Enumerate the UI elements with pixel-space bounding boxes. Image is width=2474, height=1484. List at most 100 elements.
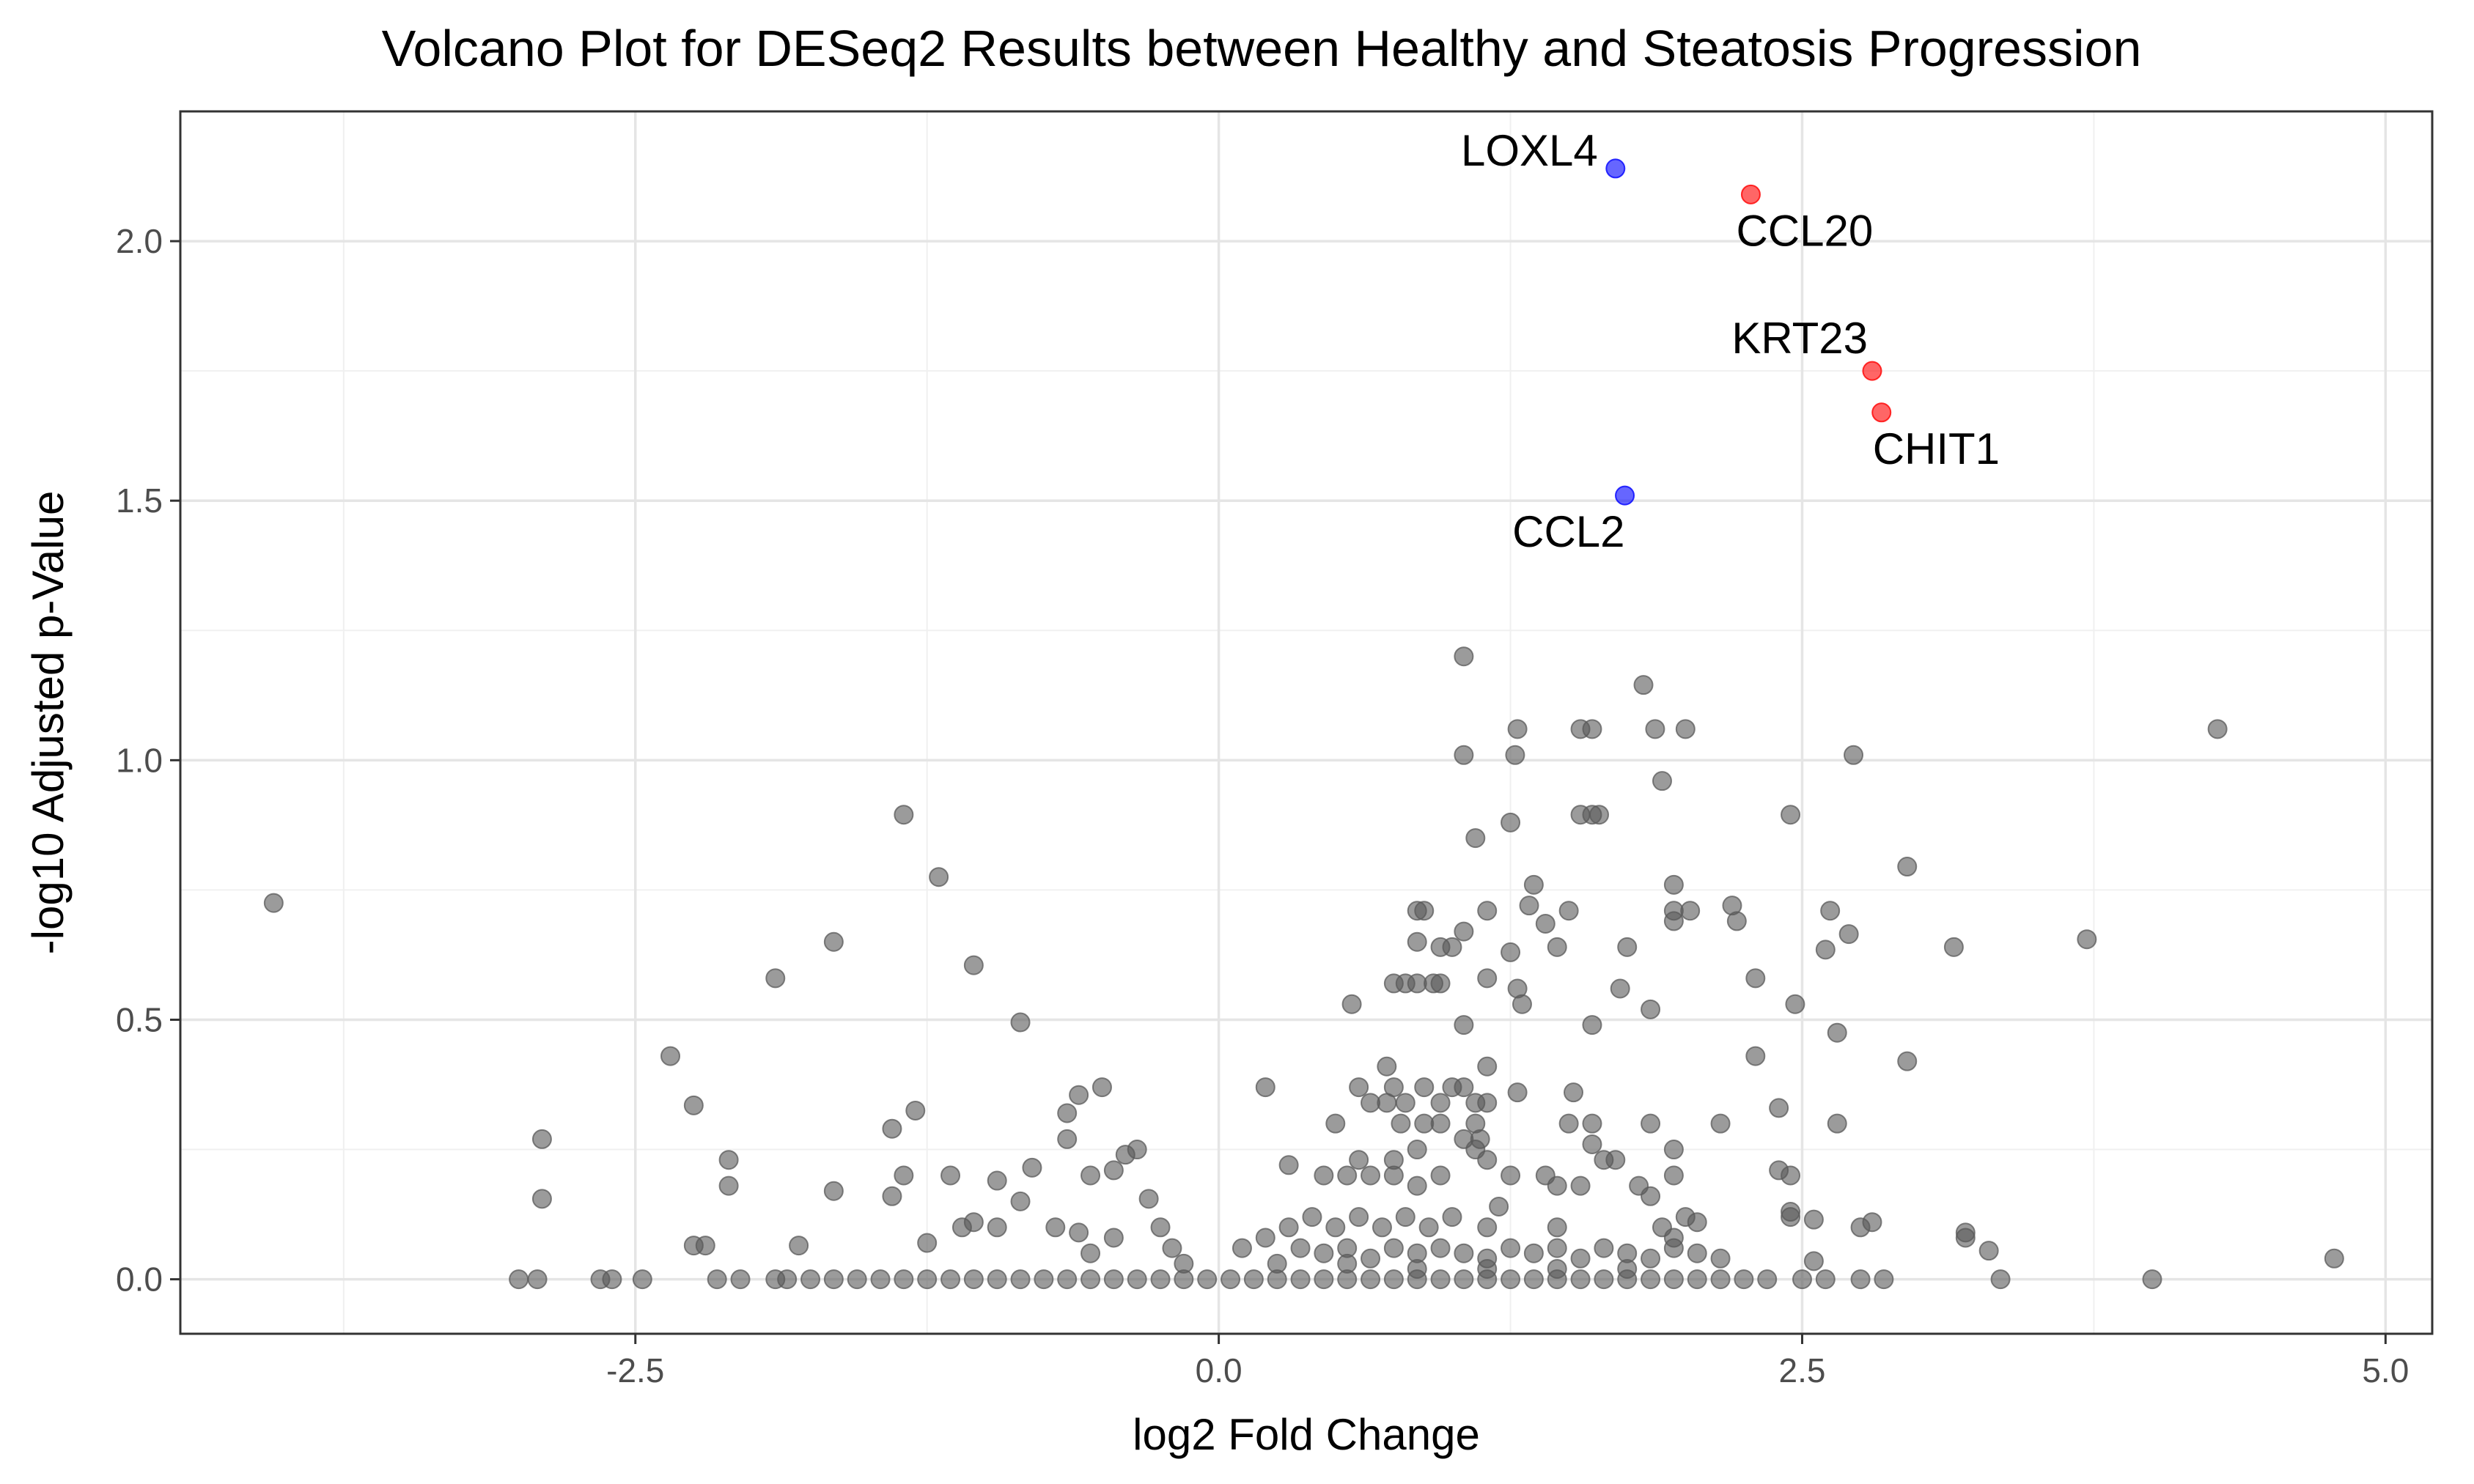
data-point	[1501, 1238, 1521, 1258]
data-point	[1069, 1085, 1089, 1105]
data-point	[1407, 1258, 1427, 1279]
plot-panel-border	[179, 110, 2434, 1335]
highlighted-point-ccl20	[1740, 184, 1761, 204]
data-point	[1663, 1269, 1684, 1290]
data-point	[1314, 1269, 1334, 1290]
data-point	[1361, 1269, 1381, 1290]
data-point	[987, 1170, 1007, 1191]
data-point	[683, 1095, 704, 1115]
data-point	[1641, 1248, 1661, 1269]
data-point	[1757, 1269, 1778, 1290]
data-point	[1570, 1248, 1591, 1269]
data-point	[1057, 1103, 1078, 1123]
data-point	[1391, 1113, 1411, 1134]
data-point	[905, 1100, 926, 1121]
data-point	[1045, 1217, 1066, 1238]
data-point	[963, 1269, 984, 1290]
data-point	[1594, 1269, 1614, 1290]
data-point	[1325, 1217, 1346, 1238]
data-point	[1523, 1243, 1544, 1263]
data-point	[1407, 931, 1427, 952]
data-point	[1034, 1269, 1054, 1290]
data-point	[2207, 719, 2228, 739]
x-axis-title: log2 Fold Change	[1133, 1410, 1480, 1459]
y-tick-label: 2.0	[116, 222, 163, 260]
data-point	[1844, 745, 1864, 765]
data-point	[1454, 921, 1474, 942]
data-point	[1278, 1155, 1299, 1175]
data-point	[1519, 896, 1539, 916]
data-point	[1454, 1243, 1474, 1263]
gene-label-krt23: KRT23	[1731, 314, 1868, 363]
data-point	[1314, 1243, 1334, 1263]
data-point	[1477, 1093, 1498, 1113]
data-point	[1057, 1129, 1078, 1149]
data-point	[1564, 1082, 1584, 1103]
data-point	[1781, 1165, 1801, 1186]
data-point	[718, 1150, 739, 1170]
data-point	[1454, 1077, 1474, 1098]
data-point	[1663, 911, 1684, 931]
data-point	[1680, 901, 1701, 921]
data-point	[1290, 1269, 1311, 1290]
data-point	[789, 1236, 809, 1256]
data-point	[1418, 1217, 1439, 1238]
data-point	[1827, 1022, 1847, 1043]
data-point	[1617, 937, 1638, 957]
data-point	[602, 1269, 622, 1290]
data-point	[1652, 771, 1672, 791]
data-point	[777, 1269, 798, 1290]
y-axis-ticks: 0.0 0.5 1.0 1.5 2.0	[116, 222, 180, 1299]
data-point	[1815, 940, 1836, 960]
highlighted-genes: LOXL4 CCL20 KRT23 CHIT1 CCL2	[1461, 126, 2000, 556]
data-point	[1874, 1269, 1894, 1290]
data-point	[531, 1129, 552, 1149]
data-point	[1582, 1015, 1602, 1036]
data-point	[1815, 1269, 1836, 1290]
data-point	[263, 893, 284, 913]
data-point	[1232, 1238, 1252, 1258]
data-point	[1407, 973, 1427, 994]
data-point	[1361, 1093, 1381, 1113]
data-point	[707, 1269, 727, 1290]
data-point	[1582, 719, 1602, 739]
data-point	[1955, 1222, 1976, 1243]
data-point	[1080, 1165, 1101, 1186]
data-point	[1547, 937, 1567, 957]
plot-panel-background	[180, 111, 2432, 1334]
grid-lines	[180, 111, 2432, 1334]
data-point	[1337, 1165, 1358, 1186]
data-point	[1570, 1175, 1591, 1196]
data-point	[1372, 1217, 1392, 1238]
data-point	[1827, 1113, 1847, 1134]
data-point	[1383, 1269, 1404, 1290]
data-point	[1255, 1077, 1275, 1098]
data-point	[1726, 911, 1747, 931]
data-point	[1377, 1093, 1397, 1113]
data-point	[1442, 937, 1462, 957]
data-point	[1734, 1269, 1754, 1290]
data-point	[718, 1175, 739, 1196]
data-point	[1477, 968, 1498, 989]
data-point	[1383, 1165, 1404, 1186]
data-point	[1547, 1175, 1567, 1196]
data-point	[1010, 1012, 1031, 1033]
y-tick-label: 0.5	[116, 1000, 163, 1038]
data-point	[1507, 719, 1528, 739]
data-point	[1769, 1098, 1789, 1118]
data-point	[1057, 1269, 1078, 1290]
highlighted-point-chit1	[1871, 402, 1892, 423]
highlighted-point-ccl2	[1615, 485, 1635, 506]
data-point	[1325, 1113, 1346, 1134]
data-point	[1850, 1217, 1871, 1238]
data-point	[1267, 1253, 1287, 1274]
data-point	[1710, 1248, 1731, 1269]
data-point	[1430, 1165, 1451, 1186]
data-point	[1501, 1269, 1521, 1290]
data-point	[1589, 805, 1610, 825]
data-point	[1361, 1248, 1381, 1269]
data-point	[1570, 1269, 1591, 1290]
data-point	[1745, 1046, 1766, 1066]
data-point	[1127, 1269, 1147, 1290]
x-tick-label: -2.5	[606, 1351, 664, 1389]
